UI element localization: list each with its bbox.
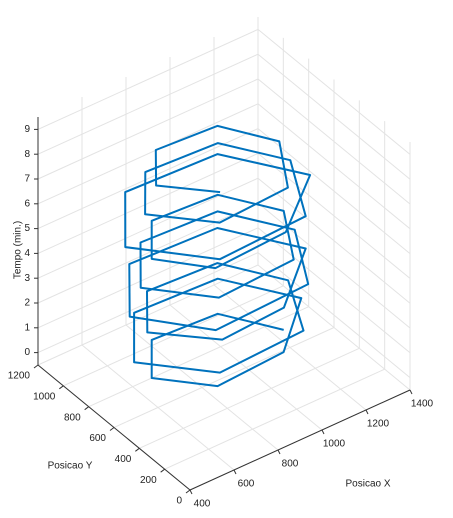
x-tick — [277, 449, 281, 455]
z-tick-label: 0 — [24, 347, 30, 358]
z-axis-label: Tempo (min.) — [13, 221, 24, 279]
grid-line — [257, 103, 411, 230]
z-tick-label: 9 — [24, 124, 30, 135]
grid-line — [257, 177, 411, 304]
trajectory — [124, 124, 312, 388]
z-tick-label: 2 — [24, 298, 30, 309]
grid-line — [37, 28, 259, 130]
grid-line — [37, 78, 259, 180]
y-tick-label: 200 — [140, 475, 157, 486]
grid-line — [257, 252, 411, 378]
grid-line — [113, 327, 335, 428]
y-axis-label: Posicao Y — [48, 461, 93, 472]
y-tick — [84, 406, 89, 411]
y-tick-label: 0 — [176, 496, 182, 507]
grid-line — [37, 227, 259, 329]
y-tick-label: 600 — [89, 433, 106, 444]
y-tick — [160, 468, 165, 473]
x-tick — [233, 469, 237, 475]
y-tick — [109, 427, 115, 431]
x-axis — [189, 389, 411, 491]
z-tick-label: 4 — [24, 248, 30, 259]
y-tick — [135, 447, 140, 452]
grid-line — [257, 128, 411, 254]
z-tick-label: 8 — [24, 149, 30, 160]
grid-line — [37, 53, 259, 155]
grid-line — [257, 153, 411, 279]
grid-line — [257, 29, 411, 155]
grid-line — [37, 152, 259, 254]
x-tick-label: 1400 — [411, 399, 434, 410]
y-tick-label: 400 — [115, 454, 132, 465]
grid-line — [257, 78, 411, 205]
y-tick-label: 1000 — [33, 391, 56, 402]
grid-line — [257, 227, 411, 354]
grid-line — [88, 306, 309, 408]
x-tick-label: 800 — [282, 459, 299, 470]
z-tick-label: 1 — [24, 322, 30, 333]
grid-line — [164, 368, 385, 470]
z-tick-label: 6 — [24, 198, 30, 209]
x-tick — [409, 389, 413, 395]
grid-line — [37, 128, 259, 230]
z-tick-label: 3 — [24, 273, 30, 284]
grid-line — [37, 103, 259, 205]
grid-line — [257, 53, 411, 180]
grid-line — [37, 202, 259, 304]
y-tick — [185, 489, 191, 494]
z-tick-label: 5 — [24, 223, 30, 234]
y-tick-label: 800 — [64, 412, 81, 423]
x-tick-label: 1200 — [367, 419, 390, 430]
x-tick — [365, 409, 369, 415]
grid-line — [139, 347, 360, 449]
z-tick-label: 7 — [24, 174, 30, 185]
x-axis-label: Posicao X — [345, 479, 390, 490]
x-tick-label: 1000 — [323, 439, 346, 450]
grid-line — [257, 202, 411, 329]
y-tick — [33, 364, 39, 369]
x-tick — [321, 429, 325, 435]
x-tick-label: 600 — [238, 479, 255, 490]
x-tick-label: 400 — [194, 499, 211, 510]
x-tick — [189, 489, 193, 495]
y-tick — [59, 385, 64, 390]
y-tick-label: 1200 — [8, 371, 31, 382]
